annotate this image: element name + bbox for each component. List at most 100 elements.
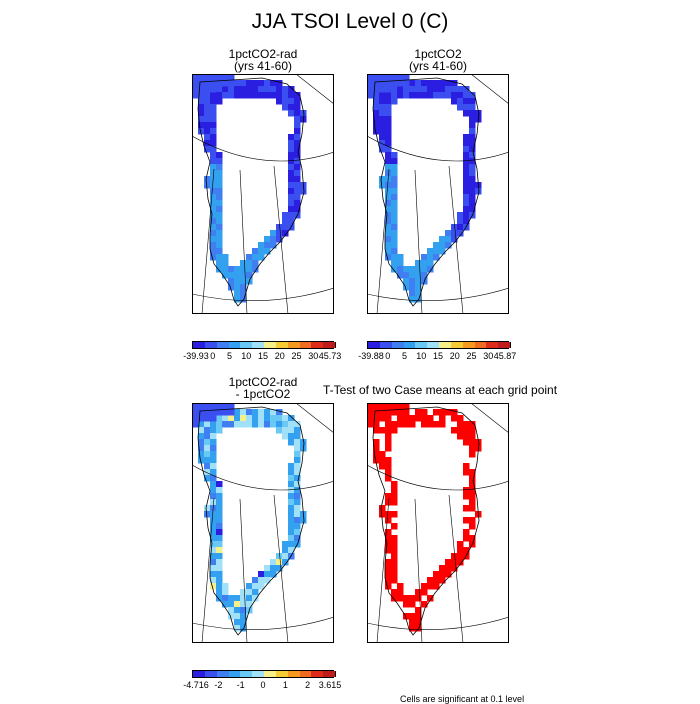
grid-cell xyxy=(457,547,464,554)
grid-cell xyxy=(204,182,211,189)
grid-cell xyxy=(192,74,199,81)
grid-cell xyxy=(210,254,217,261)
grid-cell xyxy=(294,140,301,147)
grid-cell xyxy=(463,98,470,105)
grid-cell xyxy=(216,92,223,99)
grid-cell xyxy=(276,559,283,566)
grid-cell xyxy=(288,427,295,434)
graticule-line xyxy=(201,168,215,314)
grid-cell xyxy=(246,266,253,273)
grid-cell xyxy=(391,242,398,249)
grid-cell xyxy=(246,92,253,99)
grid-cell xyxy=(421,415,428,422)
grid-cell xyxy=(240,92,247,99)
grid-cell xyxy=(415,266,422,273)
grid-cell xyxy=(391,481,398,488)
grid-cell xyxy=(445,242,452,249)
grid-cell xyxy=(210,116,217,123)
grid-cell xyxy=(204,409,211,416)
grid-cell xyxy=(288,164,295,171)
grid-cell xyxy=(252,248,259,255)
grid-cell xyxy=(403,86,410,93)
grid-cell xyxy=(210,445,217,452)
grid-cell xyxy=(198,409,205,416)
grid-cell xyxy=(210,146,217,153)
grid-cell xyxy=(210,451,217,458)
grid-cell xyxy=(216,595,223,602)
grid-cell xyxy=(439,577,446,584)
grid-cell xyxy=(457,559,464,566)
colorbar-label: -39.93 xyxy=(183,351,209,361)
grid-cell xyxy=(367,421,374,428)
grid-cell xyxy=(288,92,295,99)
grid-cell xyxy=(264,80,271,87)
grid-cell xyxy=(385,583,392,590)
grid-cell xyxy=(264,92,271,99)
grid-cell xyxy=(385,415,392,422)
grid-cell xyxy=(228,74,235,81)
grid-cell xyxy=(288,182,295,189)
grid-cell xyxy=(427,254,434,261)
grid-cell xyxy=(204,134,211,141)
grid-cell xyxy=(451,559,458,566)
grid-cell xyxy=(270,242,277,249)
grid-cell xyxy=(258,86,265,93)
grid-cell xyxy=(475,188,482,195)
grid-cell xyxy=(210,80,217,87)
grid-cell xyxy=(385,200,392,207)
grid-cell xyxy=(246,86,253,93)
coastline xyxy=(197,406,305,636)
grid-cell xyxy=(282,92,289,99)
grid-cell xyxy=(457,218,464,225)
colorbar-swatch xyxy=(498,342,512,348)
grid-cell xyxy=(288,481,295,488)
grid-cell xyxy=(469,188,476,195)
grid-cell xyxy=(294,517,301,524)
grid-cell xyxy=(222,260,229,267)
grid-cell xyxy=(409,415,416,422)
grid-cell xyxy=(403,92,410,99)
grid-cell xyxy=(463,146,470,153)
grid-cell xyxy=(234,619,241,626)
grid-cell xyxy=(391,170,398,177)
grid-cell xyxy=(403,266,410,273)
panel4-title-line1: T-Test of two Case means at each grid po… xyxy=(322,383,558,397)
grid-cell xyxy=(216,230,223,237)
grid-cell xyxy=(385,146,392,153)
grid-cell xyxy=(385,535,392,542)
grid-cell xyxy=(469,499,476,506)
grid-cell xyxy=(288,218,295,225)
grid-cell xyxy=(204,146,211,153)
grid-cell xyxy=(216,266,223,273)
grid-cell xyxy=(240,601,247,608)
colorbar-label: 3.615 xyxy=(318,680,342,690)
grid-cell xyxy=(234,607,241,614)
grid-cell xyxy=(415,92,422,99)
grid-cell xyxy=(288,200,295,207)
grid-cell xyxy=(294,463,301,470)
grid-cell xyxy=(204,104,211,111)
grid-cell xyxy=(204,457,211,464)
grid-cell xyxy=(234,421,241,428)
grid-cell xyxy=(210,194,217,201)
grid-cell xyxy=(294,529,301,536)
grid-cell xyxy=(276,565,283,572)
grid-cell xyxy=(216,254,223,261)
grid-cell xyxy=(427,421,434,428)
grid-cell xyxy=(385,92,392,99)
grid-cell xyxy=(234,86,241,93)
grid-cell xyxy=(276,427,283,434)
grid-cell xyxy=(240,86,247,93)
grid-cell xyxy=(385,475,392,482)
grid-cell xyxy=(469,98,476,105)
map-panel-1pctco2 xyxy=(367,74,509,314)
grid-cell xyxy=(415,595,422,602)
grid-cell xyxy=(210,475,217,482)
grid-cell xyxy=(385,164,392,171)
grid-cell xyxy=(373,86,380,93)
graticule-line xyxy=(367,616,509,630)
grid-cell xyxy=(379,176,386,183)
grid-cell xyxy=(433,409,440,416)
grid-cell xyxy=(373,421,380,428)
panel1-title-line2: (yrs 41-60) xyxy=(233,59,292,73)
